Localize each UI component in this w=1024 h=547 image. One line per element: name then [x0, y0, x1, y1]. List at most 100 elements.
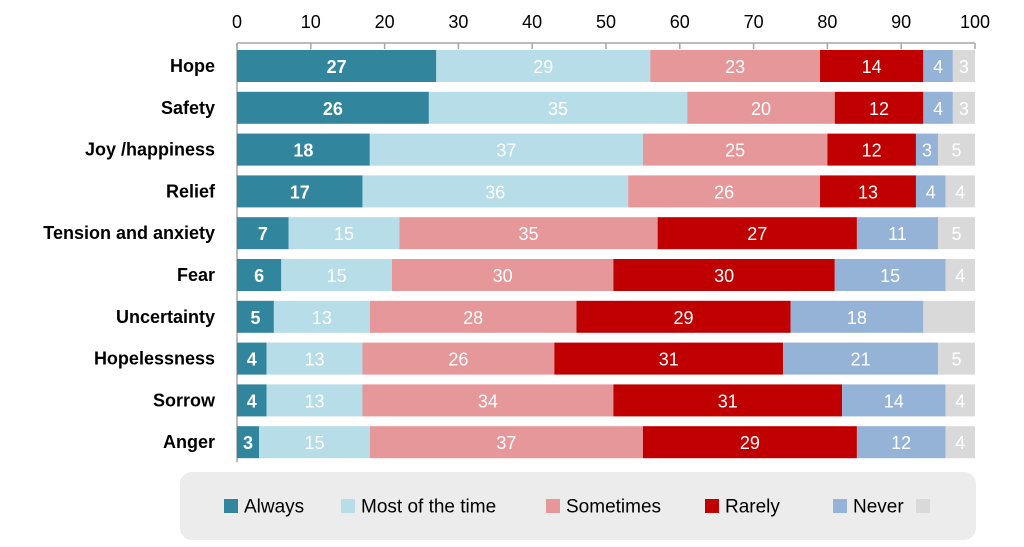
x-tick-label: 70 [744, 12, 764, 32]
bar-segment [952, 50, 975, 82]
data-label: 5 [952, 350, 962, 370]
category-label: Sorrow [153, 390, 216, 410]
x-tick-label: 60 [670, 12, 690, 32]
bar-segment [436, 50, 651, 82]
x-tick-label: 80 [817, 12, 837, 32]
data-label: 12 [869, 99, 889, 119]
legend-swatch [833, 499, 847, 513]
data-label: 31 [659, 350, 679, 370]
bar-segment [783, 342, 939, 375]
bar-segment [790, 300, 924, 333]
bar-segment [281, 259, 392, 291]
data-label: 18 [293, 141, 313, 161]
legend-label: Most of the time [361, 497, 496, 518]
bar-segment [657, 217, 857, 250]
category-label: Safety [161, 98, 215, 118]
data-label: 4 [955, 433, 965, 453]
bar-segment [856, 426, 946, 459]
data-label: 13 [858, 182, 878, 202]
legend-label: Rarely [725, 497, 780, 518]
data-label: 4 [955, 391, 965, 411]
bar-segment [613, 384, 843, 417]
x-tick-label: 10 [301, 12, 321, 32]
data-label: 7 [258, 224, 268, 244]
bar-segment [915, 175, 946, 208]
legend-swatch [224, 499, 238, 513]
data-label: 12 [891, 433, 911, 453]
data-label: 35 [518, 224, 538, 244]
category-labels: Hope Safety Joy /happiness Relief Tension an… [43, 56, 216, 452]
data-label: 18 [847, 308, 867, 328]
bar-row: 3 15 37 29 12 4 [237, 426, 975, 459]
bar-segment [945, 259, 975, 291]
data-label: 4 [247, 391, 257, 411]
x-tick-label: 90 [891, 12, 911, 32]
data-label: 4 [955, 266, 965, 286]
data-label: 14 [862, 57, 882, 77]
bar-segment [237, 133, 370, 166]
bar-segment [369, 300, 577, 333]
category-label: Relief [166, 181, 216, 201]
bar-row: 17 36 26 13 4 4 [237, 175, 975, 208]
data-label: 4 [933, 57, 943, 77]
bar-segment [834, 91, 924, 124]
x-tick-label: 20 [375, 12, 395, 32]
bar-segment [237, 300, 274, 333]
data-label: 25 [725, 141, 745, 161]
bar-segment [945, 426, 975, 459]
bar-segment [650, 50, 821, 82]
data-label: 23 [725, 57, 745, 77]
bar-segment [938, 217, 975, 250]
category-label: Fear [177, 265, 215, 285]
data-label: 3 [243, 433, 253, 453]
bar-row: 27 29 23 14 4 3 [237, 50, 975, 82]
bar-segment [923, 300, 975, 333]
bar-segment [369, 426, 643, 459]
data-label: 5 [952, 224, 962, 244]
data-label: 35 [548, 99, 568, 119]
bar-segment [554, 342, 784, 375]
bar-segment [362, 342, 555, 375]
data-label: 29 [740, 433, 760, 453]
bar-segment [237, 217, 289, 250]
data-label: 15 [880, 266, 900, 286]
bar-row: 18 37 25 12 3 5 [237, 133, 975, 166]
bar-row: 5 13 28 29 18 [237, 300, 975, 333]
data-label: 26 [448, 350, 468, 370]
legend-entry: Always [224, 497, 304, 518]
bar-segment [273, 300, 370, 333]
data-label: 4 [955, 182, 965, 202]
bar-segment [820, 175, 916, 208]
bar-segment [237, 342, 267, 375]
bar-segment [687, 91, 835, 124]
legend-swatch [705, 499, 719, 513]
bar-segment [952, 91, 975, 124]
bar-segment [288, 217, 400, 250]
legend: Always Most of the time Sometimes Rarely Nev… [180, 472, 976, 540]
data-label: 30 [493, 266, 513, 286]
x-axis: 0 10 20 30 40 50 60 70 80 90 100 [232, 12, 990, 463]
data-label: 27 [327, 57, 347, 77]
legend-label: Never [853, 497, 904, 518]
data-label: 37 [496, 433, 516, 453]
data-label: 5 [250, 308, 260, 328]
bar-segment [923, 50, 953, 82]
bar-segment [266, 384, 363, 417]
bar-segment [613, 259, 835, 291]
legend-box [180, 472, 976, 540]
data-label: 13 [304, 391, 324, 411]
bar-segment [369, 133, 643, 166]
legend-entry: Sometimes [546, 497, 661, 518]
legend-swatch [916, 499, 930, 513]
bar-segment [362, 384, 614, 417]
legend-entry: Rarely [705, 497, 780, 518]
data-label: 34 [478, 391, 498, 411]
bar-segment [856, 217, 939, 250]
bars: 27 29 23 14 4 326 35 20 12 4 318 37 25 12 3 517 36 26 13 4 4… [237, 50, 975, 459]
bar-segment [237, 175, 363, 208]
legend-swatch [341, 499, 355, 513]
bar-segment [834, 259, 946, 291]
legend-entry: Never [833, 497, 904, 518]
bar-segment [628, 175, 821, 208]
bar-row: 7 15 35 27 11 5 [237, 217, 975, 250]
